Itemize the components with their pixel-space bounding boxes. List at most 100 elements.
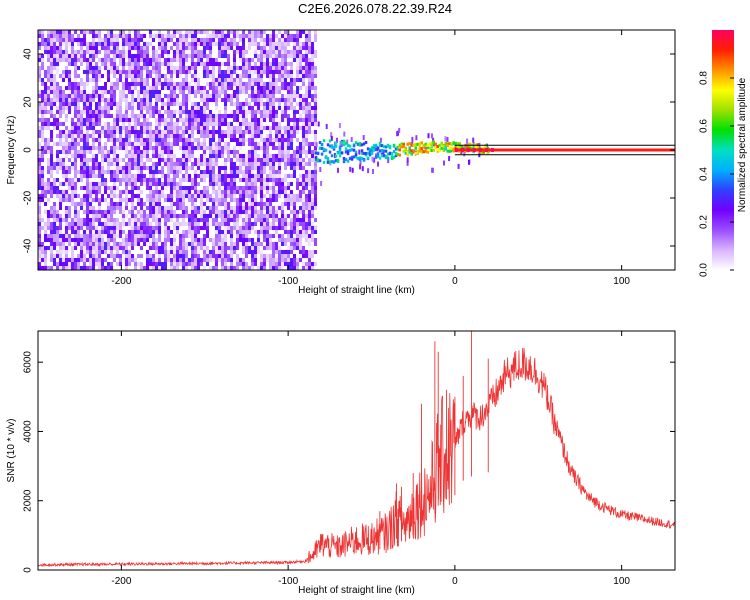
- spectrogram-cell: [86, 258, 89, 262]
- spectrogram-cell: [110, 138, 113, 142]
- spectrogram-cell: [137, 90, 140, 98]
- spectrogram-cell: [47, 210, 50, 214]
- spectrogram-cell: [149, 130, 152, 134]
- spectrogram-cell: [83, 34, 86, 38]
- spectrogram-cell: [269, 178, 272, 182]
- spectrogram-cell: [83, 254, 86, 258]
- spectrogram-cell: [47, 122, 50, 126]
- spectrogram-cell: [143, 46, 146, 50]
- spectrogram-cell: [206, 146, 209, 150]
- spectrogram-cell: [131, 186, 134, 190]
- spectrogram-cell: [245, 70, 248, 74]
- spectrogram-cell: [80, 242, 83, 246]
- spectrogram-cell: [83, 262, 86, 266]
- spectrogram-cell: [263, 86, 266, 90]
- spectrogram-cell: [182, 146, 185, 150]
- spectrogram-cell: [275, 114, 278, 118]
- spectrogram-cell: [131, 94, 134, 102]
- spectrogram-cell: [236, 230, 239, 234]
- spectrogram-cell: [275, 138, 278, 142]
- y-tick-label: 0: [23, 567, 34, 573]
- spectrogram-cell: [218, 154, 221, 158]
- spectrogram-cell: [173, 186, 176, 190]
- spectrogram-cell: [83, 154, 86, 158]
- spectrogram-cell: [68, 186, 71, 190]
- spectrogram-cell: [176, 98, 179, 106]
- spectrogram-cell: [68, 194, 71, 202]
- spectrogram-cell: [92, 258, 95, 266]
- spectrogram-cell: [191, 62, 194, 66]
- y-tick-label: 4000: [23, 420, 34, 443]
- spectrogram-cell: [200, 178, 203, 182]
- spectrogram-cell: [59, 194, 62, 198]
- spectrogram-cell: [71, 134, 74, 142]
- spectrogram-cell: [293, 130, 296, 138]
- spectrogram-cell: [74, 122, 77, 126]
- spectrogram-cell: [284, 74, 287, 78]
- spectrogram-cell: [248, 266, 251, 270]
- spectrogram-cell: [278, 194, 281, 198]
- spectrogram-cell: [203, 174, 206, 182]
- spectrogram-cell: [65, 142, 68, 146]
- colorbar-tick-label: 0.0: [699, 263, 710, 277]
- spectrogram-cell: [83, 118, 86, 126]
- spectrogram-cell: [173, 114, 176, 118]
- spectrogram-cell: [53, 50, 56, 54]
- spectrogram-cell: [257, 126, 260, 134]
- spectrogram-cell: [275, 218, 278, 222]
- spectrogram-cell: [245, 110, 248, 114]
- spectrogram-cell: [224, 246, 227, 254]
- spectrogram-cell: [296, 102, 299, 106]
- spectrogram-cell: [269, 174, 272, 178]
- spectrogram-cell: [299, 98, 302, 102]
- colorbar: 0.00.20.40.60.8 Normalized spectral ampli…: [699, 30, 748, 277]
- spectrogram-cell: [68, 182, 71, 186]
- spectrogram-cell: [116, 126, 119, 130]
- spectrogram-cell: [38, 238, 41, 242]
- spectrogram-cell: [128, 86, 131, 94]
- spectrogram-cell: [197, 242, 200, 246]
- spectrogram-cell: [185, 130, 188, 134]
- spectrogram-cell: [299, 58, 302, 62]
- spectrogram-cell: [386, 156, 390, 160]
- spectrogram-cell: [170, 178, 173, 182]
- spectrogram-cell: [113, 146, 116, 154]
- spectrogram-cell: [314, 190, 317, 194]
- spectrogram-cell: [44, 50, 47, 54]
- spectrogram-cell: [137, 170, 140, 174]
- spectrogram-cell: [92, 98, 95, 102]
- spectrogram-cell: [302, 98, 305, 102]
- spectrogram-cell: [224, 202, 227, 210]
- spectrogram-cell: [398, 145, 401, 149]
- spectrogram-cell: [230, 74, 233, 78]
- spectrogram-cell: [95, 226, 98, 230]
- spectrogram-cell: [65, 30, 68, 38]
- spectrogram-cell: [125, 222, 128, 226]
- spectrogram-cell: [230, 122, 233, 126]
- spectrogram-cell: [50, 266, 53, 270]
- spectrogram-cell: [101, 158, 104, 162]
- spectrogram-cell: [113, 34, 116, 38]
- spectrogram-cell: [56, 46, 59, 50]
- spectrogram-cell: [92, 146, 95, 150]
- spectrogram-cell: [308, 214, 311, 218]
- spectrogram-cell: [107, 166, 110, 170]
- spectrogram-cell: [254, 230, 257, 234]
- spectrogram-cell: [179, 258, 182, 262]
- spectrogram-cell: [167, 118, 170, 122]
- spectrogram-cell: [170, 154, 173, 158]
- spectrogram-cell: [287, 122, 290, 126]
- spectrogram-cell: [284, 66, 287, 70]
- spectrogram-cell: [116, 54, 119, 58]
- spectrogram-cell: [248, 30, 251, 34]
- spectrogram-cell: [194, 102, 197, 106]
- spectrogram-cell: [179, 38, 182, 42]
- spectrogram-cell: [245, 230, 248, 234]
- spectrogram-cell: [446, 144, 449, 148]
- spectrogram-cell: [194, 170, 197, 174]
- spectrogram-cell: [188, 134, 191, 138]
- spectrogram-cell: [92, 86, 95, 90]
- spectrogram-cell: [53, 90, 56, 94]
- spectrogram-cell: [260, 74, 263, 78]
- spectrogram-cell: [65, 134, 68, 142]
